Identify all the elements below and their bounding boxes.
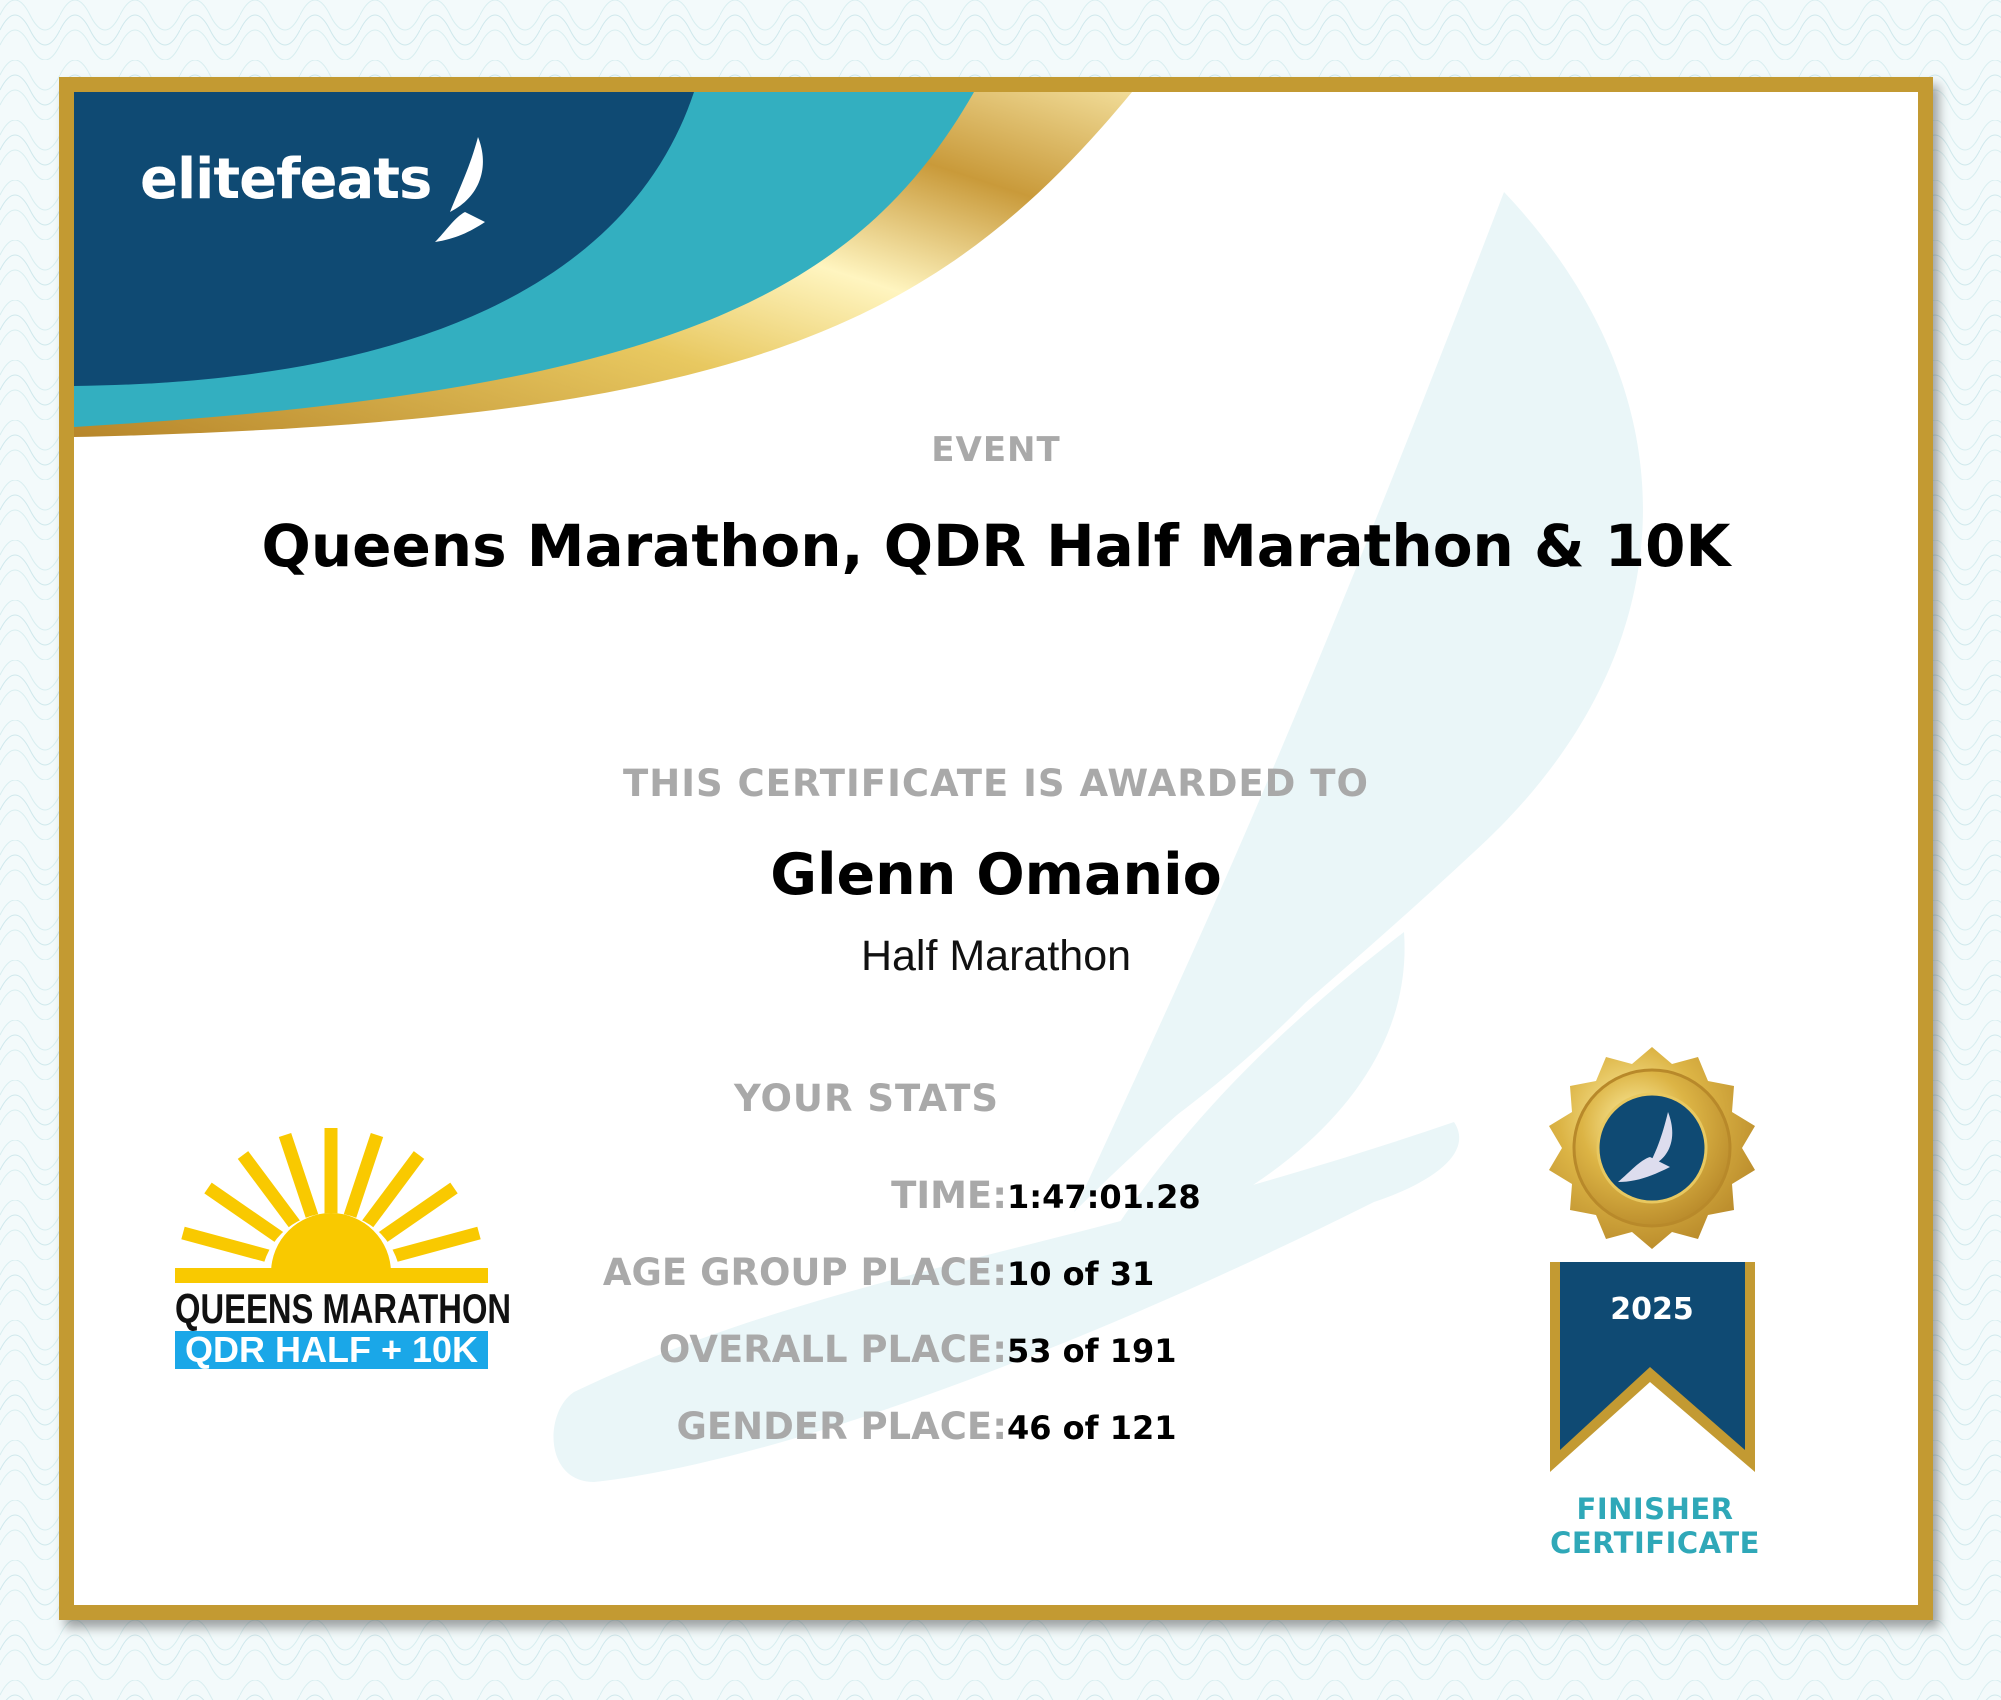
- header-swoosh: [74, 92, 1643, 1482]
- stat-row-gender: GENDER PLACE: 46 of 121: [676, 1405, 1177, 1448]
- watermark-wing-icon: [553, 192, 1643, 1482]
- finisher-badge: 2025: [1549, 1047, 1755, 1472]
- race-name: Half Marathon: [860, 932, 1132, 980]
- badge-year: 2025: [1610, 1292, 1694, 1327]
- finisher-certificate-label: FINISHER CERTIFICATE: [1550, 1492, 1760, 1560]
- medal-icon: [1549, 1047, 1755, 1249]
- stat-row-time: TIME: 1:47:01.28: [891, 1174, 1201, 1217]
- queens-marathon-logo: QUEENS MARATHON QDR HALF + 10K: [175, 1123, 511, 1373]
- winged-foot-icon: [435, 137, 485, 242]
- stats-heading: YOUR STATS: [734, 1077, 1000, 1120]
- sunburst-icon: [175, 1128, 488, 1353]
- event-label: EVENT: [931, 430, 1061, 470]
- stat-row-overall: OVERALL PLACE: 53 of 191: [658, 1328, 1177, 1371]
- event-name: Queens Marathon, QDR Half Marathon & 10K: [261, 512, 1731, 580]
- stat-row-age-group: AGE GROUP PLACE: 10 of 31: [602, 1251, 1155, 1294]
- recipient-name: Glenn Omanio: [770, 842, 1222, 908]
- certificate: elitefeats EVENT Queens Marathon, QDR Ha…: [59, 77, 1933, 1620]
- elitefeats-logo: elitefeats: [140, 137, 485, 242]
- awarded-to-label: THIS CERTIFICATE IS AWARDED TO: [623, 762, 1369, 805]
